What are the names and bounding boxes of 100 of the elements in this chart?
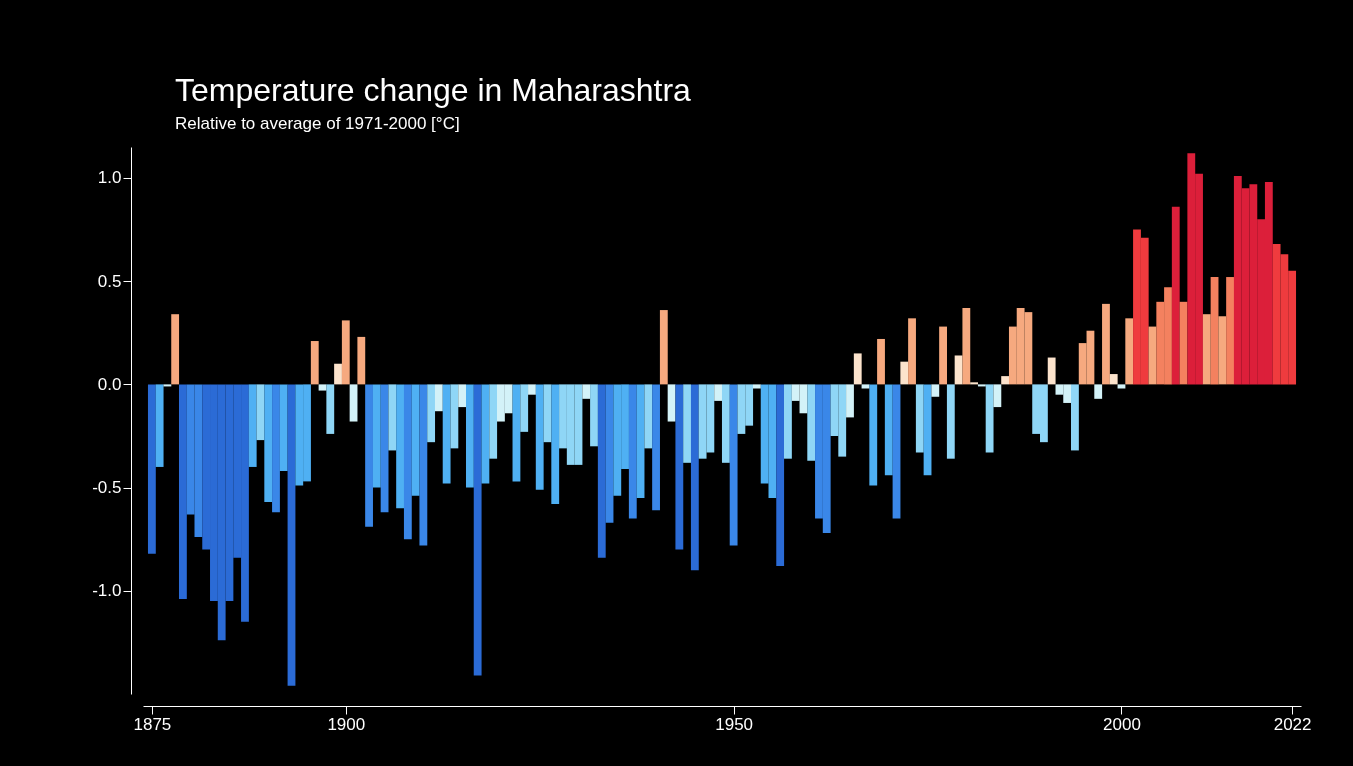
bar: [473, 384, 482, 676]
bar: [279, 384, 288, 472]
bar: [729, 384, 738, 546]
bar: [357, 336, 366, 385]
chart-title: Temperature change in Maharashtra: [175, 72, 692, 108]
bar: [458, 384, 467, 408]
bar: [721, 384, 730, 463]
bar: [403, 384, 412, 540]
bar: [892, 384, 901, 519]
bar: [349, 384, 358, 422]
bar: [900, 361, 909, 385]
bar: [675, 384, 684, 550]
bar: [1226, 277, 1234, 385]
bar: [690, 384, 699, 571]
bar: [147, 384, 156, 554]
bar: [946, 384, 955, 459]
bar: [388, 384, 397, 451]
bar: [551, 384, 560, 505]
bar: [644, 384, 653, 449]
y-tick-label: 0.5: [97, 271, 122, 291]
bar: [287, 384, 296, 686]
bar: [380, 384, 389, 513]
bar: [597, 384, 606, 558]
bar: [683, 384, 692, 463]
bar: [861, 384, 870, 389]
x-tick-label: 1900: [327, 714, 366, 734]
y-tick-label: -0.5: [92, 478, 122, 498]
x-tick-label: 2000: [1103, 714, 1141, 734]
bar: [326, 384, 335, 434]
bar: [908, 318, 916, 385]
bar: [411, 384, 420, 496]
bar: [310, 341, 319, 385]
bar: [465, 384, 474, 488]
bar: [341, 320, 350, 385]
bar: [714, 384, 723, 401]
bar: [1125, 318, 1134, 385]
y-tick-label: 1.0: [97, 168, 122, 188]
bar: [807, 384, 816, 461]
bar: [520, 384, 529, 432]
bar: [846, 384, 854, 418]
bar: [1094, 384, 1103, 399]
bar: [605, 384, 614, 523]
bar: [419, 384, 428, 546]
bar: [590, 384, 598, 447]
bar: [652, 384, 660, 511]
bar: [1117, 384, 1126, 389]
bar: [396, 384, 405, 509]
bar: [163, 384, 172, 387]
bar: [272, 384, 280, 513]
bar: [853, 353, 862, 385]
bar: [318, 384, 327, 391]
bar: [884, 384, 893, 476]
bar: [1202, 314, 1211, 385]
x-tick-label: 1875: [133, 714, 172, 734]
bar: [776, 384, 785, 567]
y-tick-label: 0.0: [97, 374, 122, 394]
bar: [256, 384, 265, 441]
y-tick-label: -1.0: [92, 581, 122, 601]
x-tick-label: 1950: [715, 714, 754, 734]
bar: [977, 384, 986, 387]
bar: [1001, 376, 1010, 385]
bar: [1109, 374, 1118, 385]
bar: [264, 384, 273, 503]
bar: [939, 326, 947, 385]
bar: [752, 384, 761, 389]
bar: [915, 384, 924, 453]
bar: [1171, 206, 1180, 385]
bar: [667, 384, 676, 422]
chart-subtitle: Relative to average of 1971-2000 [°C]: [175, 114, 460, 133]
bar: [434, 384, 443, 412]
bar: [869, 384, 878, 486]
bar: [1071, 384, 1079, 451]
bar: [923, 384, 932, 476]
bar: [178, 384, 187, 600]
bar: [427, 384, 436, 443]
bar: [334, 363, 342, 385]
bar: [659, 310, 668, 385]
bar: [1047, 357, 1056, 385]
bar: [1102, 303, 1110, 385]
bar: [582, 384, 591, 399]
bar: [171, 314, 180, 385]
bar: [543, 384, 552, 443]
bar: [931, 384, 940, 397]
bar: [450, 384, 459, 449]
bar: [535, 384, 544, 490]
bar: [528, 384, 536, 395]
x-tick-label: 2022: [1273, 714, 1312, 734]
bar: [784, 384, 792, 459]
bar: [365, 384, 373, 527]
bar: [993, 384, 1002, 408]
bar: [155, 384, 164, 467]
bar: [962, 308, 971, 385]
bar: [636, 384, 645, 498]
bar: [442, 384, 451, 484]
bar: [877, 338, 885, 385]
bar: [628, 384, 637, 519]
bar: [248, 384, 257, 467]
bar: [1218, 316, 1227, 385]
bar: [954, 355, 963, 385]
bar: [489, 384, 498, 459]
